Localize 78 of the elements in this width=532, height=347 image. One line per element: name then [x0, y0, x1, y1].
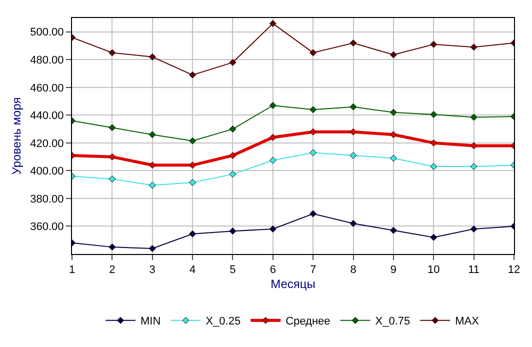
point: [269, 102, 276, 109]
point: [470, 163, 478, 170]
legend-label: X_0.75: [375, 316, 410, 328]
y-tick-label: 440.00: [30, 110, 64, 122]
point: [470, 226, 478, 233]
point: [350, 39, 357, 46]
y-tick-label: 480.00: [30, 54, 64, 66]
point: [430, 163, 438, 170]
point: [350, 103, 357, 110]
x-tick-label: 9: [390, 264, 397, 276]
point: [148, 182, 156, 189]
point: [310, 49, 317, 56]
x-tick-label: 5: [230, 264, 236, 276]
y-axis-title: Уровень моря: [9, 97, 24, 175]
y-tick-label: 500.00: [30, 26, 64, 39]
legend-label: Среднее: [286, 316, 330, 328]
point: [470, 142, 478, 150]
point: [470, 44, 478, 51]
x-tick-label: 10: [428, 264, 440, 276]
point: [189, 137, 196, 144]
legend-label: MAX: [455, 316, 480, 328]
point: [390, 226, 397, 234]
point: [229, 228, 236, 235]
point: [430, 234, 438, 241]
point: [148, 53, 156, 60]
point: [229, 126, 236, 133]
x-tick-label: 12: [508, 264, 520, 276]
point: [148, 131, 156, 138]
x-tick-label: 3: [149, 264, 156, 276]
point: [229, 152, 236, 159]
point: [108, 124, 116, 132]
point: [310, 128, 317, 136]
x-tick-label: 6: [270, 264, 276, 276]
point: [108, 244, 116, 251]
point: [310, 149, 317, 156]
point: [310, 210, 317, 218]
point: [189, 179, 196, 186]
point: [189, 230, 196, 238]
point: [108, 176, 116, 183]
point: [148, 244, 156, 252]
point: [189, 162, 196, 169]
point: [390, 131, 397, 138]
point: [108, 49, 116, 56]
point: [229, 58, 236, 66]
x-tick-label: 2: [109, 264, 116, 276]
y-tick-label: 420.00: [30, 138, 64, 150]
point: [350, 152, 357, 159]
point: [390, 108, 397, 116]
legend-label: MIN: [140, 316, 161, 328]
point: [269, 134, 276, 141]
x-axis-title: Месяцы: [270, 277, 316, 292]
line-series: [72, 128, 514, 169]
point: [148, 162, 156, 169]
point: [269, 156, 276, 164]
y-tick-label: 380.00: [30, 193, 64, 206]
point: [430, 40, 438, 48]
point: [310, 106, 317, 114]
x-tick-label: 4: [189, 264, 196, 276]
point: [390, 51, 397, 58]
point: [390, 154, 397, 162]
point: [269, 226, 276, 233]
x-tick-label: 8: [350, 264, 356, 276]
point: [269, 20, 276, 28]
x-tick-label: 1: [68, 264, 76, 276]
point: [350, 220, 357, 227]
x-tick-label: 7: [310, 264, 316, 276]
point: [189, 71, 196, 78]
point: [430, 110, 438, 118]
x-tick-label: 11: [468, 264, 480, 276]
point: [108, 153, 116, 160]
point: [430, 139, 438, 146]
y-tick-label: 460.00: [30, 82, 64, 94]
point: [350, 128, 357, 136]
y-tick-label: 400.00: [30, 166, 64, 178]
y-tick-label: 360.00: [30, 221, 64, 234]
legend-label: X_0.25: [206, 316, 241, 328]
point: [470, 114, 478, 121]
point: [229, 170, 236, 178]
